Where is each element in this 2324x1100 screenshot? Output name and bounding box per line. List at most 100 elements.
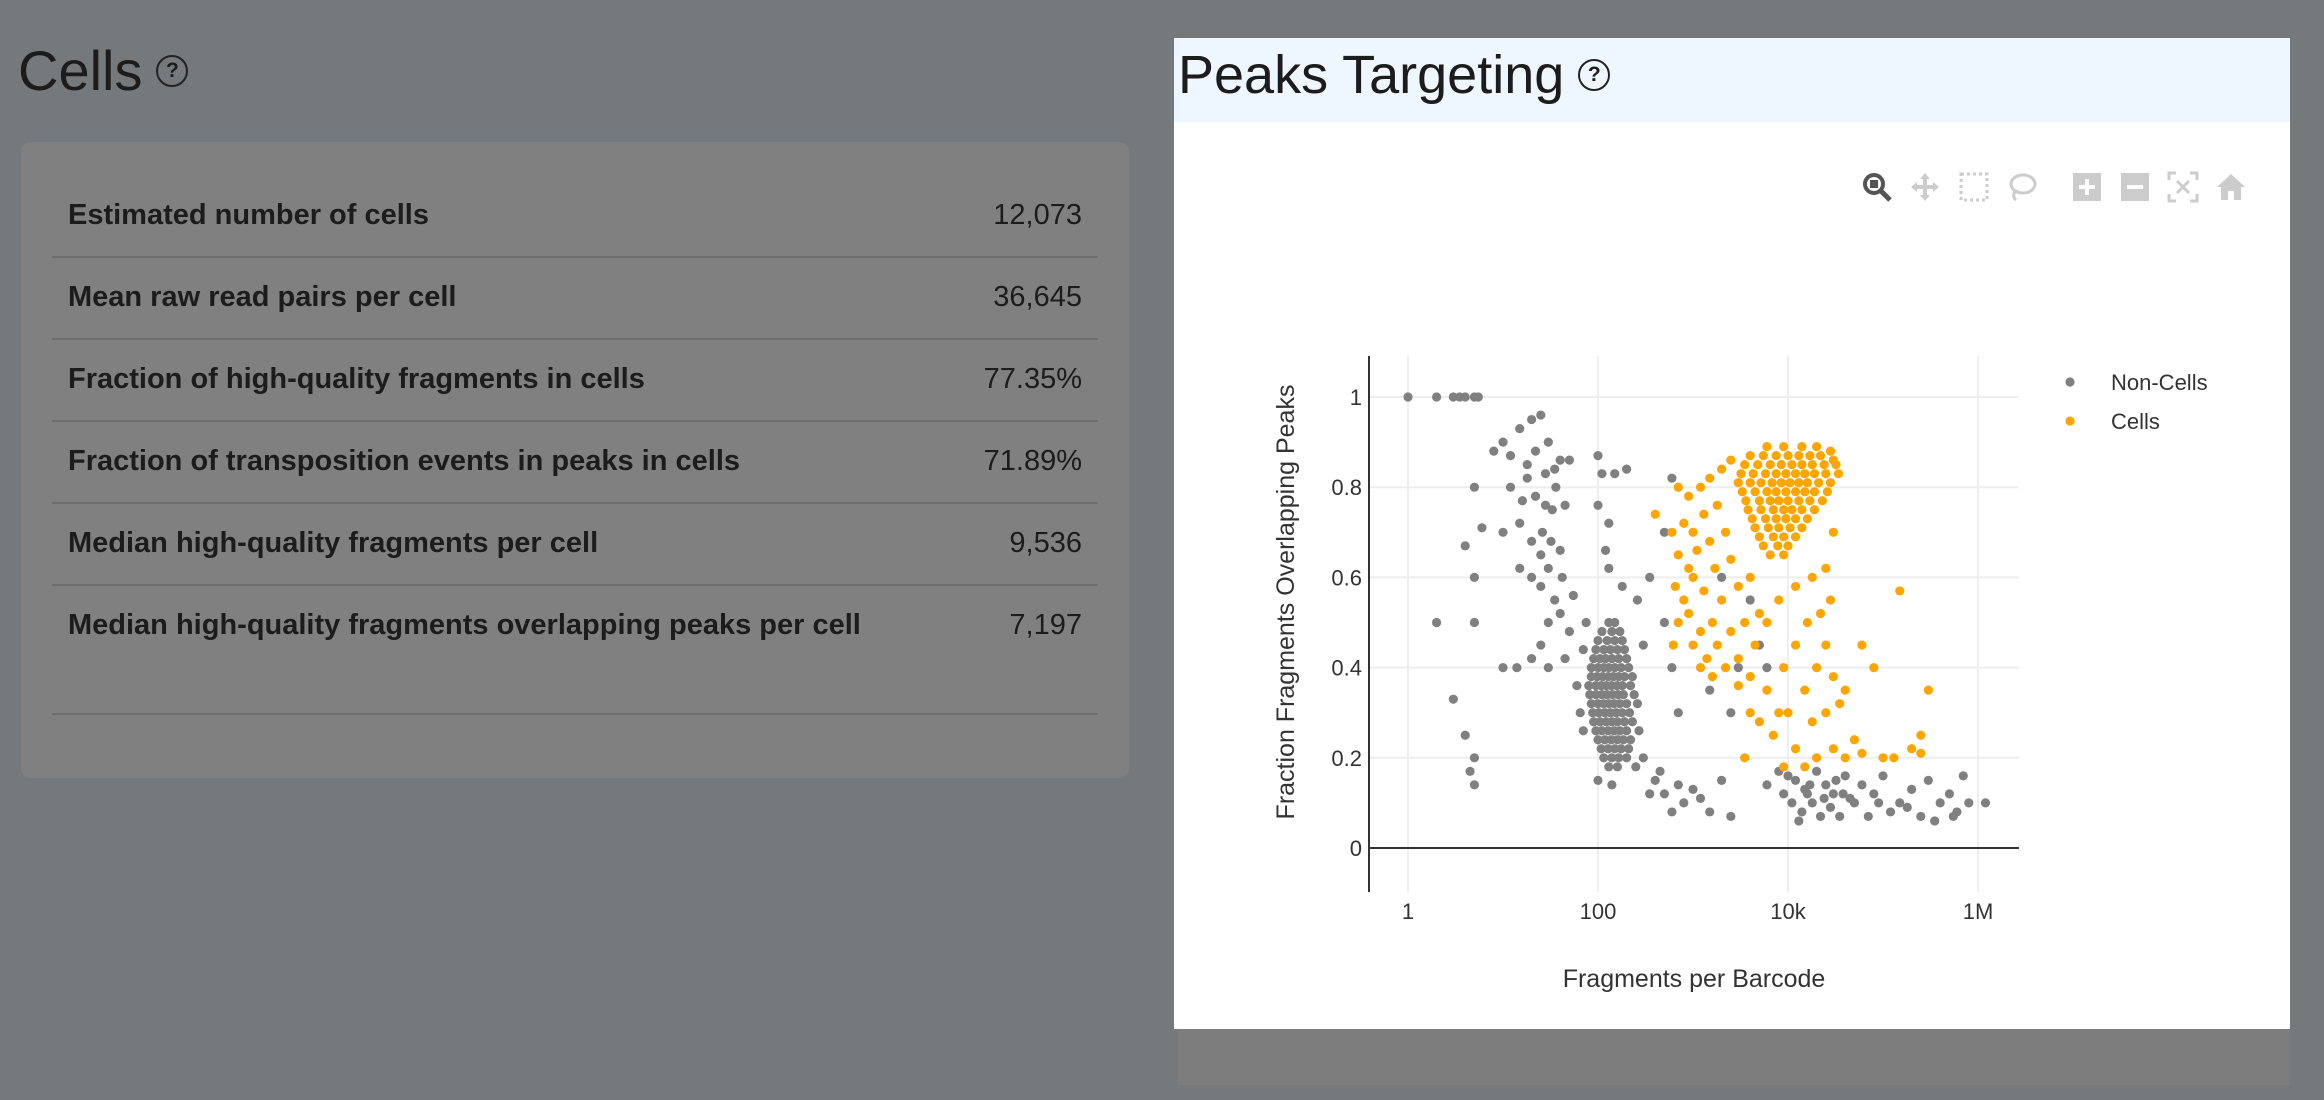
- reset-axes-icon[interactable]: [2215, 171, 2247, 203]
- data-point: [1667, 663, 1677, 673]
- data-point: [1774, 708, 1784, 718]
- box-select-icon[interactable]: [1958, 171, 1990, 203]
- x-axis-title: Fragments per Barcode: [1563, 965, 1826, 993]
- data-point: [1593, 635, 1603, 646]
- data-point: [1815, 608, 1826, 619]
- panel-header: Peaks Targeting ?: [1174, 38, 2290, 122]
- data-point: [1760, 514, 1771, 524]
- data-point: [1707, 617, 1717, 628]
- data-point: [1773, 541, 1783, 551]
- data-point: [1781, 469, 1791, 479]
- data-point: [1679, 518, 1689, 528]
- data-point: [1794, 478, 1804, 488]
- table-row: Estimated number of cells 12,073: [52, 176, 1098, 258]
- data-point: [1517, 496, 1527, 506]
- data-point: [1807, 717, 1817, 727]
- metrics-table: Estimated number of cells 12,073 Mean raw…: [52, 176, 1098, 715]
- data-point: [1489, 446, 1499, 456]
- data-point: [1779, 442, 1789, 452]
- data-point: [1586, 699, 1596, 709]
- data-point: [1695, 626, 1706, 637]
- data-point: [1733, 581, 1743, 592]
- zoom-out-icon[interactable]: [2119, 171, 2151, 203]
- data-point: [1638, 753, 1648, 763]
- question-circle-icon[interactable]: ?: [156, 54, 189, 87]
- data-point: [1593, 451, 1603, 461]
- data-point: [1536, 581, 1546, 592]
- data-point: [1768, 505, 1778, 515]
- data-point: [1659, 789, 1670, 799]
- data-point: [1695, 793, 1706, 803]
- data-point: [1550, 464, 1560, 474]
- data-point: [1546, 536, 1556, 546]
- zoom-in-icon[interactable]: [2071, 171, 2103, 203]
- data-point: [1699, 509, 1709, 519]
- y-tick-label: 0.4: [1331, 656, 1362, 681]
- data-point: [1776, 478, 1786, 488]
- data-point: [1716, 572, 1727, 582]
- data-point: [1469, 572, 1480, 582]
- data-point: [1673, 780, 1683, 790]
- data-point: [1802, 789, 1812, 799]
- zoom-icon[interactable]: [1861, 171, 1893, 203]
- data-point: [1615, 699, 1625, 709]
- data-point: [1809, 469, 1820, 479]
- autoscale-icon[interactable]: [2167, 171, 2199, 203]
- data-point: [1831, 460, 1841, 470]
- data-point: [1551, 482, 1561, 492]
- data-point: [1710, 563, 1720, 573]
- data-point: [1638, 640, 1648, 650]
- data-point: [1610, 663, 1620, 673]
- scatter-chart[interactable]: 1 100 10k 1M 0 0.2 0.4 0.6 0.8 1 Fragments per Ba…: [1174, 122, 2290, 1029]
- data-point: [1819, 460, 1829, 470]
- data-point: [1679, 595, 1689, 605]
- data-point: [1758, 451, 1768, 461]
- data-point: [1614, 753, 1624, 763]
- data-point: [1716, 775, 1727, 785]
- data-point: [1610, 617, 1620, 628]
- data-point: [1726, 554, 1736, 564]
- data-point: [1695, 482, 1706, 492]
- data-point: [1607, 653, 1617, 664]
- pan-icon[interactable]: [1909, 171, 1941, 203]
- data-point: [1625, 681, 1636, 691]
- data-point: [1604, 762, 1614, 772]
- data-point: [1617, 635, 1627, 646]
- data-point: [1828, 527, 1838, 537]
- data-point: [1805, 780, 1815, 790]
- data-point: [1624, 708, 1635, 718]
- data-point: [1659, 527, 1670, 537]
- y-tick-label: 0: [1350, 836, 1362, 861]
- data-point: [1589, 717, 1599, 727]
- data-point: [1460, 392, 1470, 402]
- data-point: [1771, 451, 1781, 461]
- data-point: [1895, 586, 1905, 596]
- data-point: [1645, 789, 1655, 799]
- data-point: [1712, 640, 1722, 650]
- data-point: [1688, 527, 1698, 537]
- data-point: [1783, 708, 1793, 718]
- data-point: [1505, 451, 1516, 461]
- metric-value: 71.89%: [983, 445, 1082, 477]
- data-point: [1885, 807, 1896, 817]
- peaks-title-text: Peaks Targeting: [1178, 45, 1565, 105]
- data-point: [1733, 478, 1743, 488]
- data-point: [1748, 469, 1758, 479]
- legend-marker: [2065, 377, 2075, 387]
- data-point: [1779, 762, 1789, 772]
- lasso-select-icon[interactable]: [2006, 171, 2038, 203]
- data-point: [1632, 699, 1643, 709]
- data-point: [1543, 663, 1553, 673]
- data-point: [1821, 640, 1831, 650]
- data-point: [1526, 536, 1537, 546]
- data-point: [1807, 798, 1817, 808]
- data-point: [1923, 775, 1933, 785]
- data-point: [1805, 451, 1815, 461]
- table-row: Fraction of transposition events in peak…: [52, 422, 1098, 504]
- data-point: [1935, 798, 1945, 808]
- data-point: [1726, 626, 1736, 637]
- data-point: [1762, 685, 1772, 695]
- data-point: [1477, 523, 1487, 533]
- data-point: [1705, 473, 1715, 483]
- question-circle-icon[interactable]: ?: [1578, 59, 1611, 91]
